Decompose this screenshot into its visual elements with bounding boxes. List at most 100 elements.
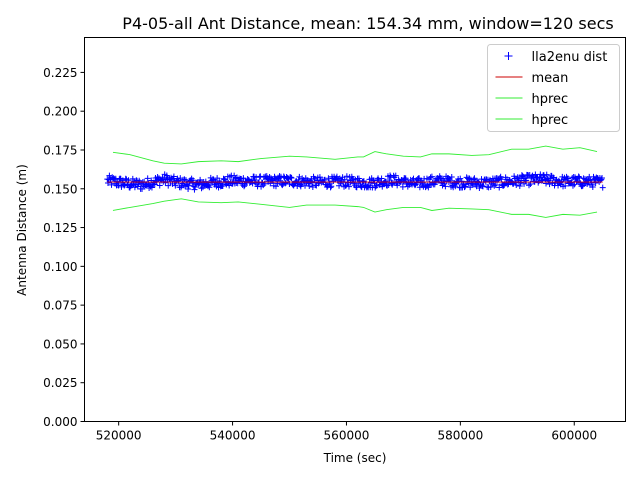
data-point [543,180,550,187]
data-point [288,175,295,182]
data-point [240,175,247,182]
data-point [122,175,129,182]
y-tick-label: 0.025 [43,376,77,390]
data-point [598,176,605,183]
data-point [492,181,499,188]
x-tick-label: 520000 [96,429,142,443]
series-hprec-line-3 [112,198,598,218]
data-point [599,175,606,182]
data-point [336,175,343,182]
data-point [576,174,583,181]
data-point [282,179,289,186]
data-point [219,182,226,189]
data-point [513,182,520,189]
data-point [358,183,365,190]
data-point [537,171,544,178]
data-point [414,175,421,182]
data-point [163,172,170,179]
data-point [569,174,576,181]
data-point [282,180,289,187]
data-point [172,182,179,189]
x-axis: 520000 540000 560000 580000 600000 [96,421,597,443]
data-point [185,182,192,189]
legend-entry-label: lla2enu dist [532,50,608,65]
data-point [272,183,279,190]
data-point [156,182,163,189]
data-point [469,180,476,187]
data-point [115,182,122,189]
data-point [104,179,111,186]
data-point [401,176,408,183]
data-point [528,173,535,180]
x-tick-label: 600000 [551,429,597,443]
data-point [151,181,158,188]
data-point [425,184,432,191]
data-point [589,184,596,191]
data-point [241,183,248,190]
data-point [580,175,587,182]
data-point [210,176,217,183]
data-point [170,173,177,180]
data-point [452,183,459,190]
legend-entry-label: mean [532,71,569,86]
data-point [327,184,334,191]
data-point [345,183,352,190]
data-point [275,174,282,181]
data-point [277,177,284,184]
legend-box [487,44,620,132]
data-point [364,183,371,190]
data-point [457,175,464,182]
data-point [144,175,151,182]
data-point [496,174,503,181]
y-axis: 0.000 0.025 0.050 0.075 0.100 0.125 0.150 0.175… [43,66,85,429]
y-tick-label: 0.050 [43,337,77,351]
data-point [165,182,172,189]
y-tick-label: 0.225 [43,66,77,80]
y-axis-label: Antenna Distance (m) [15,164,29,296]
data-point [378,175,385,182]
data-point [562,182,569,189]
data-point [162,179,169,186]
data-point [461,184,468,191]
data-point [299,178,306,185]
data-point [428,173,435,180]
data-point [402,175,409,182]
y-tick-label: 0.100 [43,260,77,274]
data-point [148,184,155,191]
data-point [373,182,380,189]
y-tick-label: 0.075 [43,299,77,313]
data-point [384,182,391,189]
data-point [260,182,267,189]
data-point [487,183,494,190]
x-tick-label: 540000 [210,429,256,443]
plot-area [84,37,626,422]
data-point [442,183,449,190]
x-tick-label: 560000 [324,429,370,443]
legend-marker-plus-icon [504,52,513,60]
data-point [394,182,401,189]
data-point [274,180,281,187]
data-point [328,183,335,190]
data-point [360,178,367,184]
data-point [121,182,128,189]
series-lla2enu-dist [104,171,606,193]
data-point [569,182,576,189]
data-point [267,180,274,187]
data-point [564,175,571,182]
data-point [479,182,486,189]
data-point [192,184,199,191]
data-point [379,183,386,190]
data-point [249,180,256,187]
data-point [599,184,606,191]
data-point [414,179,421,186]
data-point [244,176,251,183]
data-point [306,183,313,190]
legend: lla2enu dist mean hprec hprec [487,44,620,132]
data-point [490,178,497,185]
data-point [496,184,503,191]
data-point [185,185,192,192]
data-point [181,176,188,183]
data-point [427,174,434,181]
series-hprec-line-2 [112,145,598,165]
data-point [372,183,379,190]
